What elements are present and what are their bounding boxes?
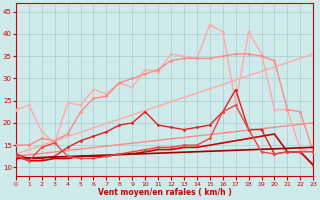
X-axis label: Vent moyen/en rafales ( km/h ): Vent moyen/en rafales ( km/h ) [98,188,231,197]
